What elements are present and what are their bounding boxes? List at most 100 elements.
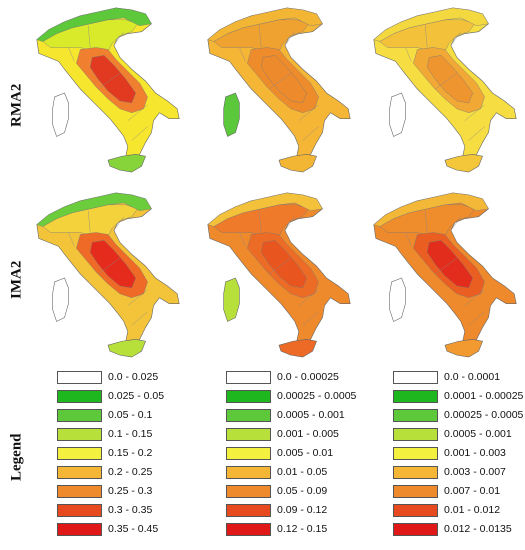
legend-label: 0.12 - 0.15: [277, 523, 328, 535]
legend-item: 0.0005 - 0.001: [393, 427, 512, 441]
legend-item: 0.00025 - 0.0005: [226, 389, 356, 403]
legend-swatch: [226, 427, 271, 441]
legend-label: 0.025 - 0.05: [108, 390, 165, 402]
region-sicily: [278, 338, 317, 358]
legend-swatch: [57, 370, 102, 384]
region-core: [426, 55, 473, 104]
legend-swatch: [57, 389, 102, 403]
legend-label: 0.0 - 0.00025: [277, 371, 339, 383]
region-sicily: [444, 153, 483, 173]
region-sicily: [444, 338, 483, 358]
legend-label: 0.05 - 0.1: [108, 409, 153, 421]
legend-label: 0.25 - 0.3: [108, 485, 153, 497]
region-boundaries: [68, 210, 148, 326]
legend-label: 0.001 - 0.003: [444, 447, 506, 459]
legend-label: 0.0005 - 0.001: [277, 409, 345, 421]
legend-label: 0.01 - 0.012: [444, 504, 501, 516]
legend-label: 0.012 - 0.0135: [444, 523, 512, 535]
legend-col2: 0.0 - 0.00025 0.00025 - 0.0005 0.0005 - 0.…: [226, 370, 386, 540]
legend-label: 0.001 - 0.005: [277, 428, 339, 440]
legend-item: 0.15 - 0.2: [57, 446, 152, 460]
legend-label: 0.0 - 0.025: [108, 371, 159, 383]
legend-swatch: [393, 446, 438, 460]
legend-swatch: [226, 446, 271, 460]
region-alps: [36, 7, 152, 42]
region-boundaries: [239, 25, 319, 141]
legend-swatch: [393, 408, 438, 422]
legend-label: 0.0005 - 0.001: [444, 428, 512, 440]
legend-swatch: [57, 465, 102, 479]
region-sicily: [107, 153, 146, 173]
region-alps: [207, 192, 323, 227]
legend-item: 0.0 - 0.00025: [226, 370, 339, 384]
legend-label: 0.1 - 0.15: [108, 428, 153, 440]
region-sicily: [107, 338, 146, 358]
legend-label: 0.00025 - 0.0005: [277, 390, 357, 402]
region-alps: [207, 7, 323, 42]
legend-item: 0.0001 - 0.00025: [393, 389, 523, 403]
legend-label: 0.00025 - 0.0005: [444, 409, 524, 421]
legend-label: 0.007 - 0.01: [444, 485, 501, 497]
legend-item: 0.0 - 0.025: [57, 370, 158, 384]
legend-swatch: [393, 389, 438, 403]
legend-item: 0.0 - 0.0001: [393, 370, 500, 384]
legend-swatch: [226, 465, 271, 479]
legend-item: 0.01 - 0.05: [226, 465, 327, 479]
region-boundaries: [68, 25, 148, 141]
legend-swatch: [57, 427, 102, 441]
legend-swatch: [393, 522, 438, 536]
region-sardinia: [52, 92, 69, 137]
legend-item: 0.35 - 0.45: [57, 522, 158, 536]
region-core: [260, 55, 307, 104]
legend-swatch: [57, 484, 102, 498]
legend-swatch: [57, 446, 102, 460]
region-boundaries: [239, 210, 319, 326]
legend-item: 0.012 - 0.0135: [393, 522, 512, 536]
legend-label: 0.2 - 0.25: [108, 466, 153, 478]
region-alps: [373, 7, 489, 42]
legend-item: 0.09 - 0.12: [226, 503, 327, 517]
map-rma2-col1: [36, 7, 180, 173]
region-sardinia: [223, 92, 240, 137]
legend-swatch: [57, 408, 102, 422]
legend-item: 0.025 - 0.05: [57, 389, 164, 403]
legend-swatch: [226, 484, 271, 498]
map-ima2-col1: [36, 192, 180, 358]
region-sardinia: [389, 277, 406, 322]
legend-label: 0.005 - 0.01: [277, 447, 334, 459]
legend-swatch: [393, 484, 438, 498]
region-core: [89, 240, 136, 289]
legend-label: 0.01 - 0.05: [277, 466, 328, 478]
legend-swatch: [393, 427, 438, 441]
legend-label: 0.003 - 0.007: [444, 466, 506, 478]
legend-swatch: [393, 465, 438, 479]
legend-item: 0.007 - 0.01: [393, 484, 500, 498]
legend-item: 0.3 - 0.35: [57, 503, 152, 517]
legend-item: 0.00025 - 0.0005: [393, 408, 523, 422]
legend-label: 0.05 - 0.09: [277, 485, 328, 497]
map-rma2-col3: [373, 7, 517, 173]
legend-label: 0.3 - 0.35: [108, 504, 153, 516]
legend-col3: 0.0 - 0.0001 0.0001 - 0.00025 0.00025 - 0.…: [393, 370, 523, 540]
map-ima2-col2: [207, 192, 351, 358]
legend-swatch: [226, 389, 271, 403]
legend-item: 0.005 - 0.01: [226, 446, 333, 460]
legend-label: 0.09 - 0.12: [277, 504, 328, 516]
region-core: [89, 55, 136, 104]
legend-swatch: [226, 503, 271, 517]
legend-item: 0.001 - 0.005: [226, 427, 339, 441]
map-ima2-col3: [373, 192, 517, 358]
legend-item: 0.0005 - 0.001: [226, 408, 345, 422]
legend-label: 0.15 - 0.2: [108, 447, 153, 459]
region-core: [260, 240, 307, 289]
region-alps: [36, 192, 152, 227]
legend-label: 0.35 - 0.45: [108, 523, 159, 535]
legend-item: 0.12 - 0.15: [226, 522, 327, 536]
legend-item: 0.01 - 0.012: [393, 503, 500, 517]
legend-item: 0.05 - 0.09: [226, 484, 327, 498]
row-label-legend: Legend: [8, 433, 25, 482]
map-rma2-col2: [207, 7, 351, 173]
legend-swatch: [57, 522, 102, 536]
legend-swatch: [226, 370, 271, 384]
legend-item: 0.25 - 0.3: [57, 484, 152, 498]
